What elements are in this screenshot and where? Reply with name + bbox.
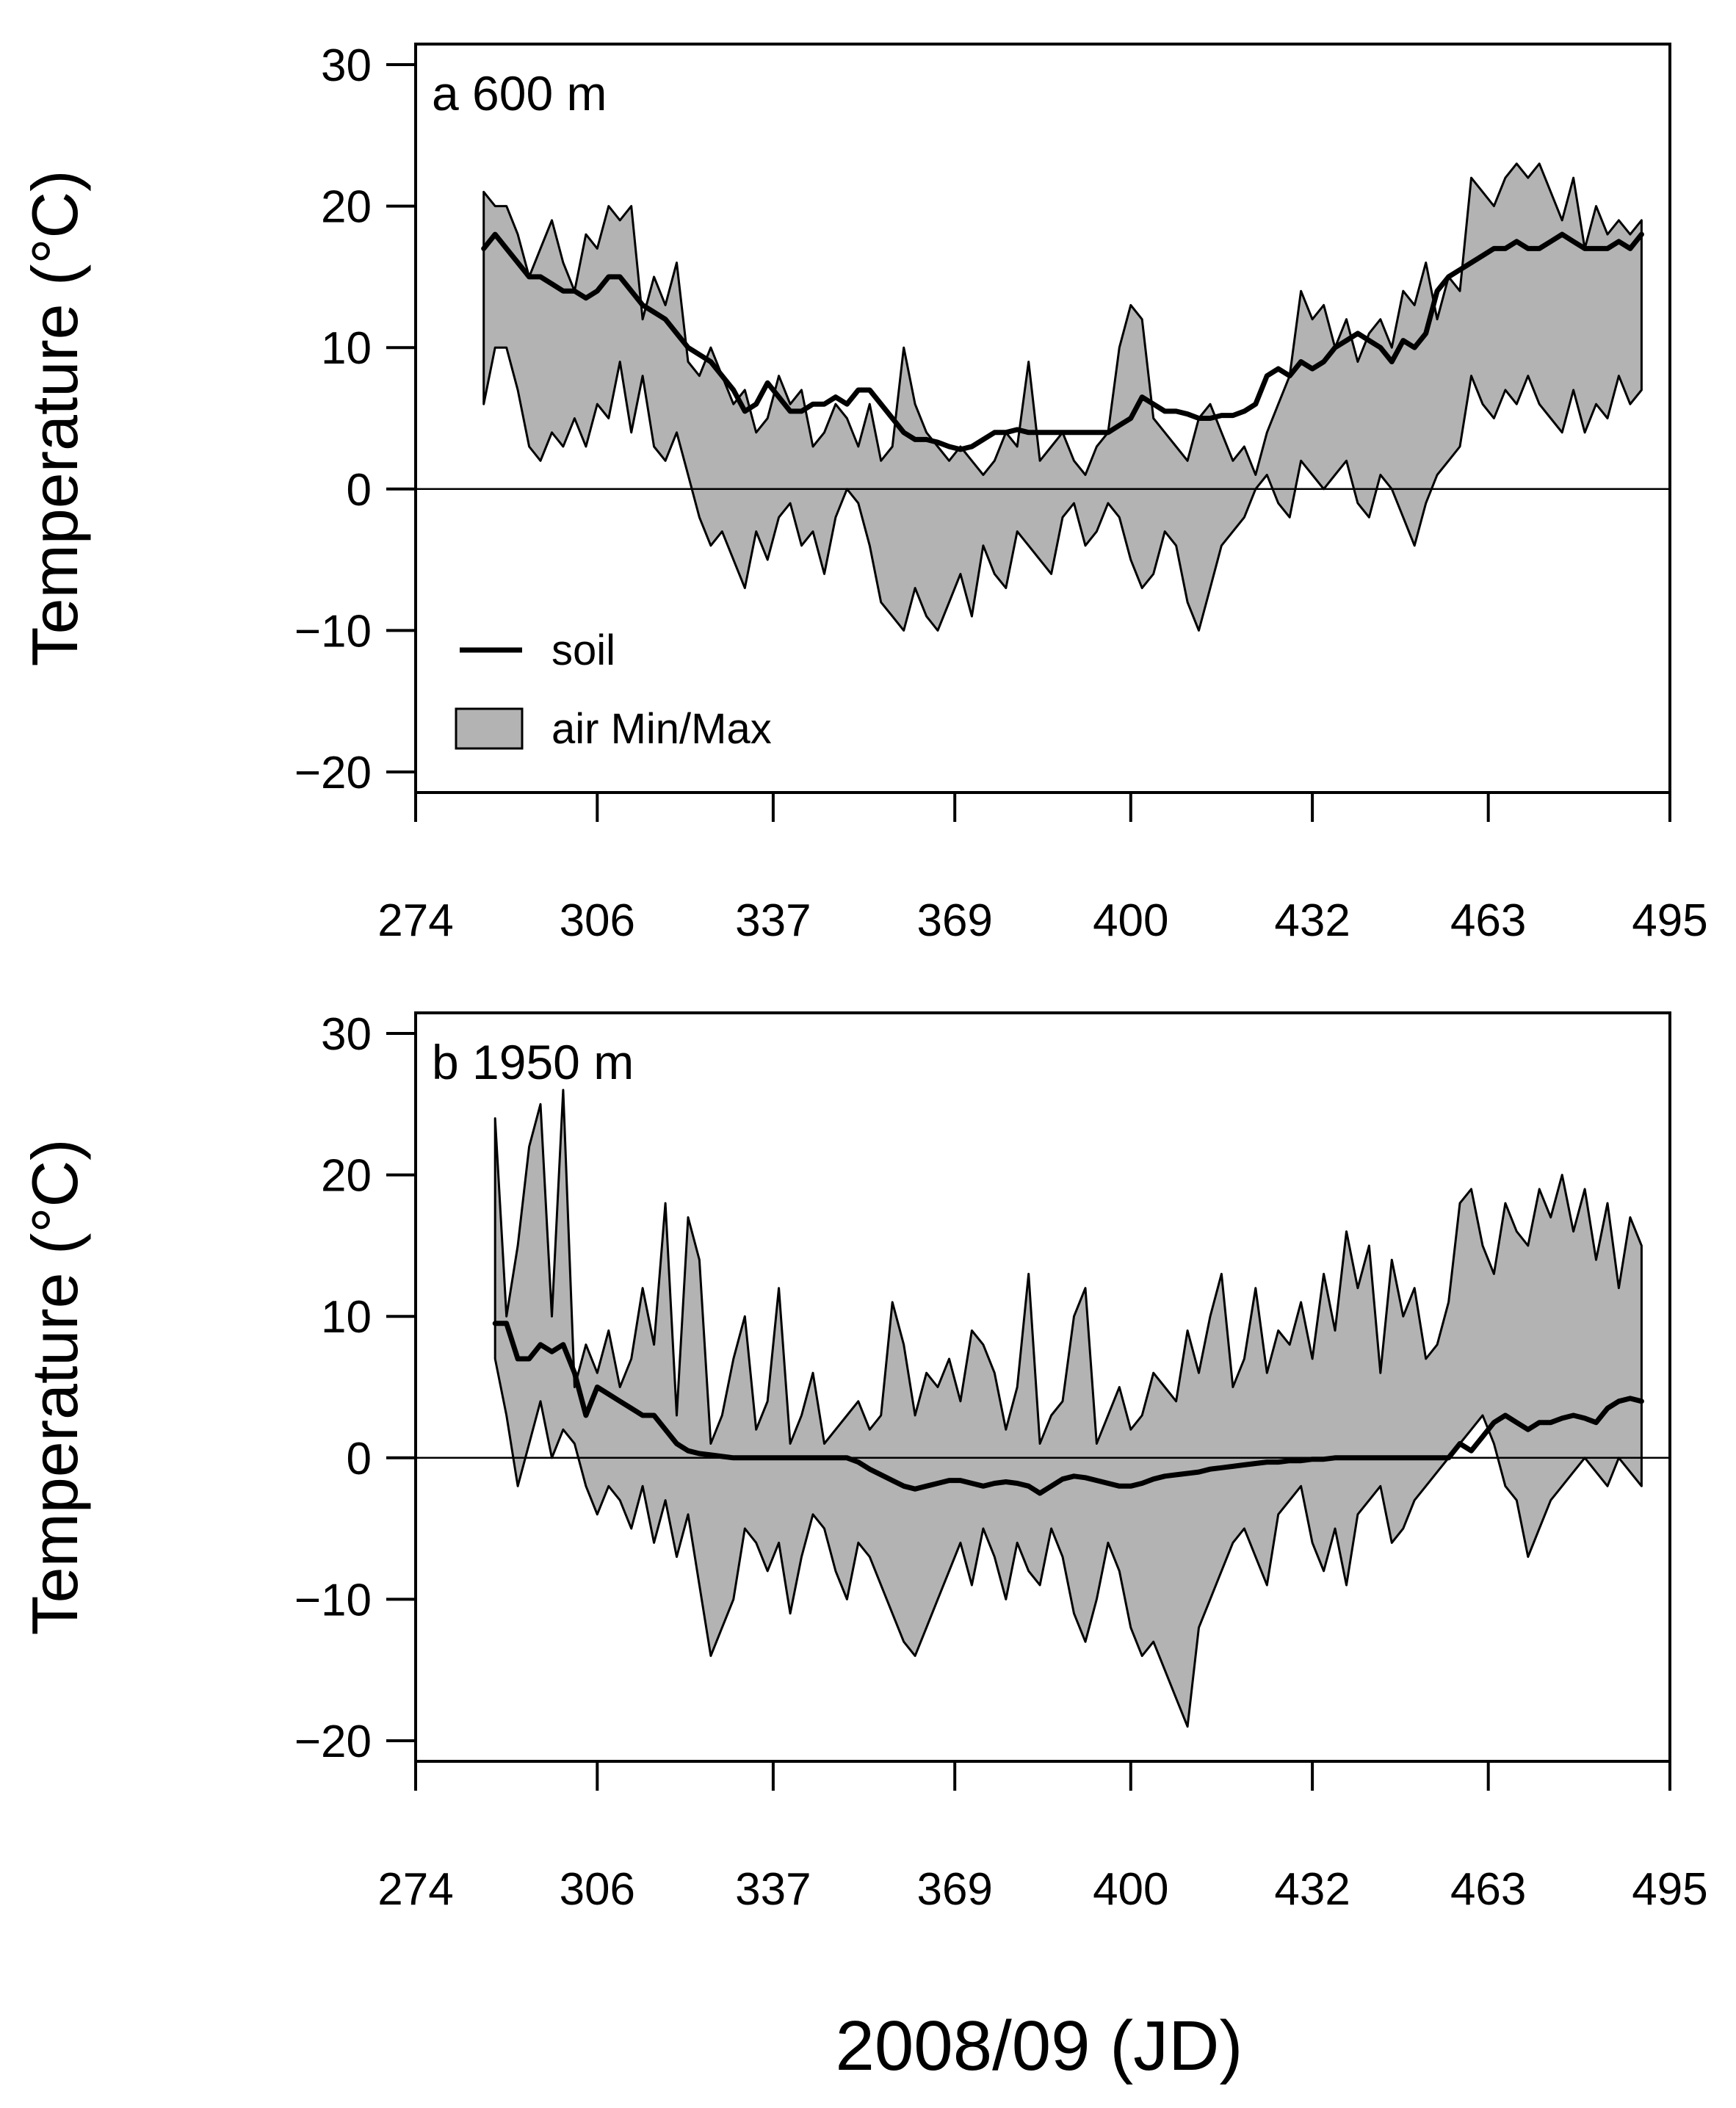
- x-tick-label: 274: [377, 1864, 453, 1915]
- x-tick-label: 400: [1093, 895, 1168, 946]
- x-tick-label: 274: [377, 895, 453, 946]
- legend-air-swatch: [455, 707, 524, 750]
- panel-a: 30 20 10 0 −10 −20 274 306 337 369 400 432 463 495 Tem…: [18, 40, 1708, 946]
- x-tick-label: 463: [1450, 1864, 1526, 1915]
- x-tick-label: 432: [1274, 1864, 1350, 1915]
- x-tick-label: 337: [735, 1864, 811, 1915]
- x-tick-label: 369: [916, 1864, 992, 1915]
- y-axis-label: Temperature (°C): [18, 1139, 91, 1636]
- x-axis-label: 2008/09 (JD): [836, 2007, 1243, 2085]
- air-minmax-band: [482, 162, 1643, 632]
- y-tick-label: 0: [347, 1434, 372, 1484]
- y-tick-label: −10: [294, 606, 372, 657]
- legend-soil-label: soil: [551, 627, 615, 674]
- x-tick-label: 306: [560, 895, 635, 946]
- y-tick-label: 10: [321, 1292, 372, 1343]
- soil-line: [492, 1321, 1644, 1496]
- x-tick-label: 432: [1274, 895, 1350, 946]
- panel-title: b 1950 m: [432, 1035, 634, 1089]
- y-axis-label: Temperature (°C): [18, 170, 91, 667]
- x-tick-label: 495: [1632, 895, 1707, 946]
- x-tick-label: 400: [1093, 1864, 1168, 1915]
- legend-air-label: air Min/Max: [551, 705, 772, 753]
- y-tick-label: 30: [321, 40, 372, 91]
- y-tick-label: 0: [347, 465, 372, 516]
- panel-b: 30 20 10 0 −10 −20 274 306 337 369 400 432 463 495 Tem…: [18, 1009, 1708, 1915]
- x-tick-label: 306: [560, 1864, 635, 1915]
- y-tick-label: −20: [294, 1717, 372, 1767]
- y-tick-label: 30: [321, 1009, 372, 1060]
- x-tick-label: 495: [1632, 1864, 1707, 1915]
- x-tick-label: 369: [916, 895, 992, 946]
- plot-frame: [414, 1011, 1671, 1763]
- y-tick-label: 20: [321, 1151, 372, 1202]
- x-tick-label: 337: [735, 895, 811, 946]
- plot-frame: [414, 43, 1671, 794]
- y-tick-label: −20: [294, 748, 372, 798]
- air-minmax-band: [493, 1089, 1643, 1728]
- y-tick-label: 10: [321, 323, 372, 374]
- y-tick-label: −10: [294, 1575, 372, 1625]
- panel-title: a 600 m: [432, 66, 607, 120]
- soil-line: [481, 231, 1644, 452]
- y-tick-label: 20: [321, 182, 372, 233]
- x-tick-label: 463: [1450, 895, 1526, 946]
